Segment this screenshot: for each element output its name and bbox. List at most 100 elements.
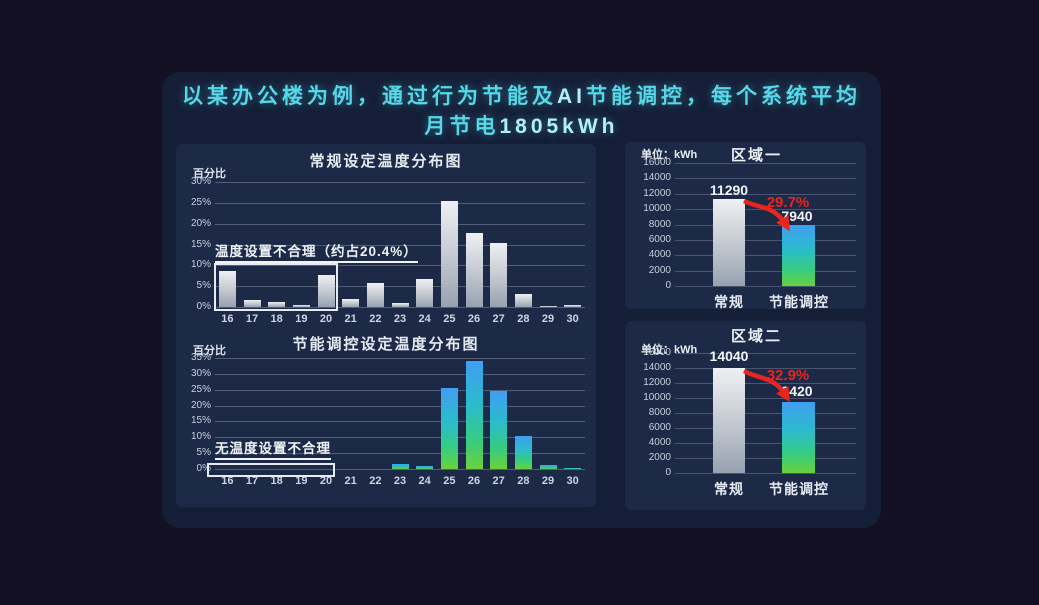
y-tick-label: 6000 xyxy=(648,233,671,245)
title-highlight-ai: AI xyxy=(557,85,586,108)
x-tick-label: 19 xyxy=(295,313,308,325)
gridline xyxy=(215,469,585,470)
bar-30 xyxy=(564,304,582,307)
unit-label: 单位：kWh xyxy=(641,149,698,161)
title-highlight-kwh: 1805kWh xyxy=(499,115,619,138)
y-tick-label: 30% xyxy=(190,367,211,379)
y-tick-label: 5% xyxy=(196,447,211,459)
bar-28 xyxy=(514,293,532,307)
bar-29 xyxy=(539,305,557,307)
x-tick-label: 24 xyxy=(418,475,431,487)
y-tick-label: 12000 xyxy=(643,377,671,388)
y-tick-label: 0% xyxy=(196,301,211,312)
gridline xyxy=(215,437,585,439)
gridline xyxy=(675,255,856,257)
x-tick-label: 16 xyxy=(221,475,234,487)
bar-25 xyxy=(440,201,458,307)
y-tick-label: 20% xyxy=(190,399,211,411)
title-text: 以某办公楼为例，通过行为节能及 xyxy=(182,85,557,108)
y-tick-label: 15% xyxy=(190,238,211,250)
x-tick-label: 22 xyxy=(369,475,382,487)
temperature-distribution-card: 常规设定温度分布图 百分比 30% 25% 20% 15% 10% 5% 0% 16 17 18 1… xyxy=(176,144,596,507)
gridline xyxy=(675,163,856,164)
value-label-regular: 11290 xyxy=(709,182,749,198)
y-tick-label: 30% xyxy=(190,176,211,187)
x-tick-label: 17 xyxy=(245,475,259,487)
x-tick-label: 20 xyxy=(319,475,333,487)
x-tick-label: 17 xyxy=(245,313,259,325)
gridline xyxy=(675,398,856,399)
plot-area: 35% 30% 25% 20% 15% 10% 5% 0% 16 17 18 19 20 21 22 23 24… xyxy=(176,326,596,507)
chart-title: 常规设定温度分布图 xyxy=(309,153,463,170)
gridline xyxy=(675,239,856,241)
y-tick-label: 2000 xyxy=(648,264,671,276)
x-label-regular: 常规 xyxy=(714,481,744,497)
y-tick-label: 35% xyxy=(190,352,211,363)
reduction-arrow-icon xyxy=(742,368,790,403)
gridline xyxy=(215,265,585,267)
x-label-regular: 常规 xyxy=(714,294,744,310)
y-tick-label: 8000 xyxy=(648,218,671,230)
gridline xyxy=(215,182,585,183)
bar-17 xyxy=(243,300,261,307)
x-label-eco: 节能调控 xyxy=(769,481,829,497)
y-tick-label: 10000 xyxy=(643,203,671,215)
x-tick-label: 23 xyxy=(393,313,407,325)
chart-title: 区域一 xyxy=(730,147,782,164)
gridline xyxy=(675,178,856,180)
chart-eco-temperature: 节能调控设定温度分布图 百分比 35% 30% 25% 20% 15% 10% 5% 0% 16… xyxy=(176,326,596,507)
x-tick-label: 27 xyxy=(492,475,505,487)
annotation-label: 无温度设置不合理 xyxy=(215,437,331,460)
y-axis-label: 百分比 xyxy=(193,345,226,357)
bar-28 xyxy=(514,435,532,469)
title-line-2: 月节电1805kWh xyxy=(162,112,881,142)
plot-area: 16000 14000 12000 10000 8000 6000 4000 2000 0 xyxy=(625,142,866,309)
gridline xyxy=(215,223,585,225)
y-tick-label: 6000 xyxy=(648,422,671,433)
x-tick-label: 21 xyxy=(344,475,357,487)
plot-area: 16000 14000 12000 10000 8000 6000 4000 2000 0 xyxy=(625,321,866,510)
bar-19 xyxy=(292,304,310,307)
gridline xyxy=(675,413,856,414)
gridline xyxy=(675,353,856,354)
bar-常规 xyxy=(713,367,745,473)
bar-22 xyxy=(366,282,384,307)
bar-18 xyxy=(268,302,286,307)
bar-23 xyxy=(391,302,409,307)
gridline xyxy=(675,224,856,226)
bar-26 xyxy=(465,232,483,307)
x-tick-label: 28 xyxy=(517,475,530,487)
gridline xyxy=(675,443,856,444)
bar-节能调控 xyxy=(782,224,815,286)
chart-title: 节能调控设定温度分布图 xyxy=(292,336,480,353)
gridline xyxy=(215,421,585,423)
y-tick-label: 4000 xyxy=(648,249,671,261)
x-tick-label: 26 xyxy=(467,475,481,487)
y-tick-label: 0 xyxy=(665,280,671,291)
gridline xyxy=(675,193,856,195)
plot-area: 30% 25% 20% 15% 10% 5% 0% 16 17 18 19 20 21 22 23 24 25 2… xyxy=(176,144,596,326)
title-text: 月节电 xyxy=(424,115,500,138)
bar-27 xyxy=(490,391,508,469)
reduction-percent-label: 29.7% xyxy=(766,194,810,211)
reduction-percent-label: 32.9% xyxy=(766,367,810,384)
x-tick-label: 20 xyxy=(319,313,333,325)
bar-27 xyxy=(490,242,508,307)
gridline xyxy=(215,453,585,455)
x-tick-label: 26 xyxy=(467,313,481,325)
x-tick-label: 19 xyxy=(295,475,308,487)
bar-常规 xyxy=(713,199,745,286)
gridline xyxy=(675,286,856,287)
value-label-regular: 14040 xyxy=(709,348,749,364)
unit-label: 单位：kWh xyxy=(641,344,698,356)
bar-29 xyxy=(539,464,557,469)
annotation-label: 温度设置不合理（约占20.4%） xyxy=(215,240,418,263)
x-tick-label: 18 xyxy=(270,313,283,325)
x-tick-label: 28 xyxy=(517,313,530,325)
x-tick-label: 21 xyxy=(344,313,357,325)
gridline xyxy=(215,405,585,407)
y-tick-label: 12000 xyxy=(643,187,671,199)
annotation-box xyxy=(207,463,335,477)
y-tick-label: 25% xyxy=(190,383,211,395)
